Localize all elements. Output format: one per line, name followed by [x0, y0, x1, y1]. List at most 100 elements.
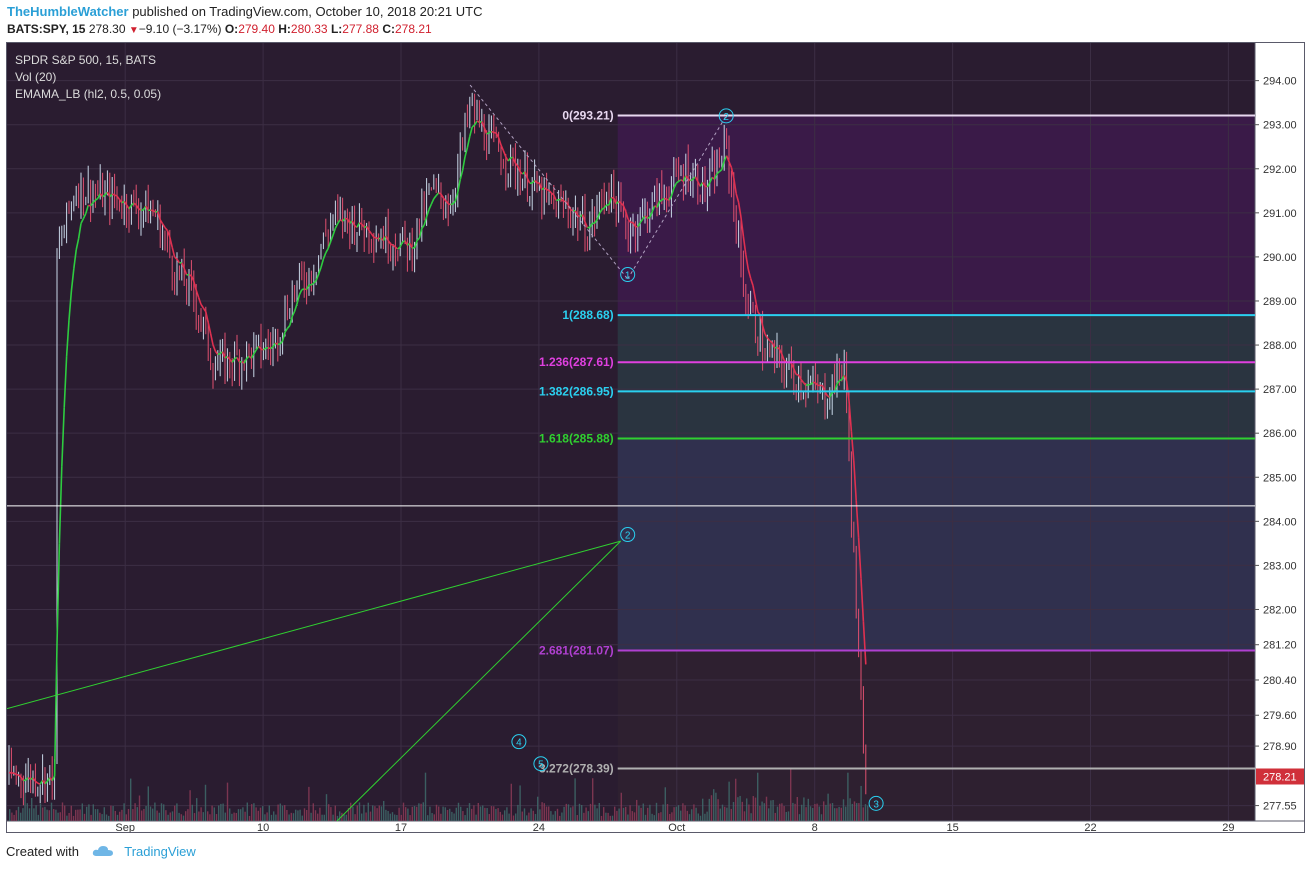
volume-bar — [361, 813, 363, 821]
volume-bar — [332, 814, 334, 821]
emama-line — [853, 460, 857, 501]
tradingview-link[interactable]: TradingView — [124, 844, 196, 859]
emama-line — [373, 236, 377, 239]
volume-bar — [169, 812, 171, 821]
emama-line — [404, 240, 409, 246]
volume-bar — [442, 806, 444, 821]
volume-bar — [94, 809, 97, 821]
volume-bar — [383, 800, 385, 821]
emama-line — [694, 176, 699, 182]
volume-bar — [411, 806, 413, 821]
emama-line — [790, 362, 795, 369]
volume-bar — [594, 804, 596, 821]
volume-bar — [389, 813, 391, 821]
emama-line — [728, 161, 733, 168]
wave-label: 4 — [516, 738, 522, 749]
created-with-text: Created with — [6, 844, 79, 859]
volume-bar — [365, 812, 367, 821]
emama-line — [651, 205, 656, 213]
volume-bar — [141, 810, 143, 821]
price-axis — [1255, 43, 1304, 832]
emama-line — [781, 353, 785, 361]
emama-line — [174, 256, 178, 260]
emama-line — [486, 132, 490, 135]
legend-emama[interactable]: EMAMA_LB (hl2, 0.5, 0.05) — [15, 87, 162, 101]
emama-line — [257, 345, 262, 350]
emama-line — [682, 175, 687, 182]
emama-line — [351, 220, 356, 227]
volume-bar — [732, 801, 735, 821]
volume-bar — [310, 812, 312, 821]
time-tick-label: 29 — [1222, 822, 1234, 833]
emama-line — [769, 340, 773, 344]
volume-bar — [563, 806, 565, 821]
emama-line — [457, 179, 461, 193]
price-chart[interactable]: 294.00 293.00 292.00 291.00 290.00 289.00 288.… — [7, 43, 1305, 833]
tradingview-cloud-icon[interactable] — [91, 844, 115, 861]
volume-bar — [251, 804, 253, 821]
volume-bar — [792, 802, 794, 821]
author-link[interactable]: TheHumbleWatcher — [7, 4, 129, 19]
legend-symbol[interactable]: SPDR S&P 500, 15, BATS — [15, 53, 156, 67]
volume-bar — [585, 807, 587, 821]
volume-bar — [321, 814, 323, 821]
legend-volume[interactable]: Vol (20) — [15, 70, 57, 84]
volume-bar — [825, 804, 827, 821]
emama-line — [413, 240, 418, 249]
volume-bar — [735, 778, 737, 821]
volume-bar — [620, 792, 622, 821]
volume-bar — [761, 801, 763, 821]
time-axis — [7, 821, 1304, 832]
emama-line — [733, 177, 737, 194]
volume-bar — [684, 805, 686, 821]
fib-level-label: 1(288.68) — [562, 308, 613, 322]
emama-line — [836, 380, 841, 385]
price-tick-label: 282.00 — [1263, 604, 1297, 616]
emama-line — [546, 188, 550, 192]
volume-bar — [11, 812, 13, 821]
volume-bar — [213, 807, 215, 821]
volume-bar — [288, 814, 290, 821]
volume-bar — [317, 813, 319, 821]
emama-line — [452, 200, 457, 205]
emama-line — [421, 224, 425, 229]
emama-line — [745, 254, 749, 270]
volume-bar — [642, 803, 644, 821]
volume-bar — [9, 809, 11, 821]
volume-bar — [803, 797, 805, 821]
emama-line — [193, 281, 197, 291]
emama-line — [286, 324, 291, 329]
emama-line — [92, 199, 96, 204]
volume-bar — [182, 815, 185, 821]
emama-line — [368, 229, 373, 235]
volume-bar — [691, 809, 693, 821]
emama-line — [685, 175, 689, 180]
volume-bar — [83, 813, 86, 821]
volume-bar — [90, 814, 92, 821]
volume-bar — [829, 803, 831, 821]
volume-bar — [730, 808, 732, 821]
volume-bar — [273, 811, 275, 821]
volume-bar — [79, 809, 81, 821]
volume-bar — [174, 805, 176, 821]
volume-bar — [132, 809, 134, 821]
volume-bar — [750, 813, 752, 821]
emama-line — [315, 273, 320, 281]
volume-bar — [464, 815, 466, 821]
emama-line — [839, 378, 843, 382]
emama-line — [231, 358, 236, 363]
emama-line — [171, 246, 176, 258]
emama-line — [560, 198, 564, 202]
fib-level-label: 1.236(287.61) — [539, 355, 614, 369]
chart-area[interactable]: 294.00 293.00 292.00 291.00 290.00 289.00 288.… — [6, 42, 1305, 833]
emama-line — [130, 202, 135, 206]
volume-bar — [33, 808, 35, 821]
volume-bar — [37, 814, 39, 821]
volume-bar — [48, 810, 50, 821]
volume-bar — [424, 772, 427, 821]
volume-bar — [207, 811, 209, 821]
volume-bar — [262, 806, 264, 821]
emama-line — [647, 216, 651, 220]
volume-bar — [191, 804, 193, 821]
volume-bar — [68, 812, 70, 821]
